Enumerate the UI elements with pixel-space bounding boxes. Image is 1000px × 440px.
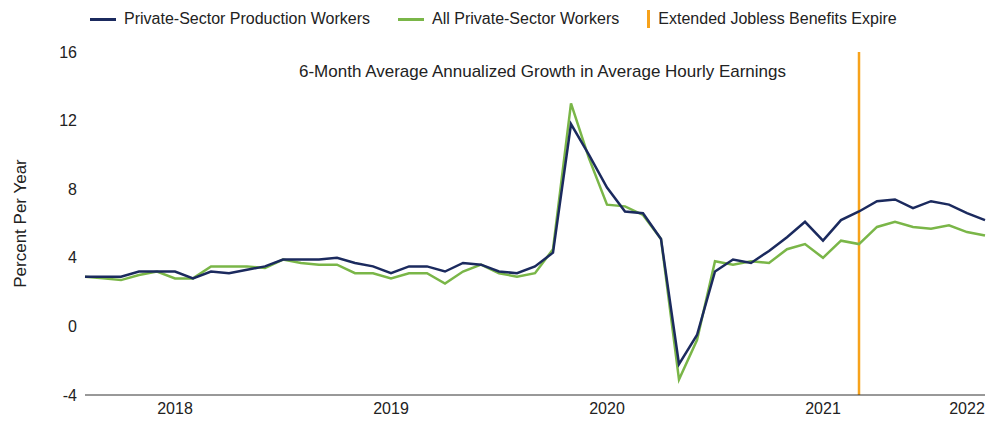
svg-text:4: 4 [68, 249, 77, 266]
svg-text:0: 0 [68, 318, 77, 335]
html-text:All Private-Sector Workers: All Private-Sector Workers [432, 10, 620, 27]
html-text:Extended Jobless Benefits Expi: Extended Jobless Benefits Expire [658, 10, 897, 27]
html-text:Private-Sector Production Work: Private-Sector Production Workers [124, 10, 370, 27]
svg-text:Percent Per Year: Percent Per Year [11, 159, 30, 288]
svg-text:2018: 2018 [157, 400, 193, 417]
svg-text:12: 12 [59, 112, 77, 129]
svg-text:-4: -4 [63, 387, 77, 404]
svg-text:2019: 2019 [373, 400, 409, 417]
svg-text:8: 8 [68, 181, 77, 198]
svg-text:2020: 2020 [589, 400, 625, 417]
svg-text:16: 16 [59, 44, 77, 61]
html-text:6-Month Average Annualized Gro: 6-Month Average Annualized Growth in Ave… [299, 62, 786, 81]
svg-text:2021: 2021 [805, 400, 841, 417]
svg-text:2022: 2022 [949, 400, 985, 417]
